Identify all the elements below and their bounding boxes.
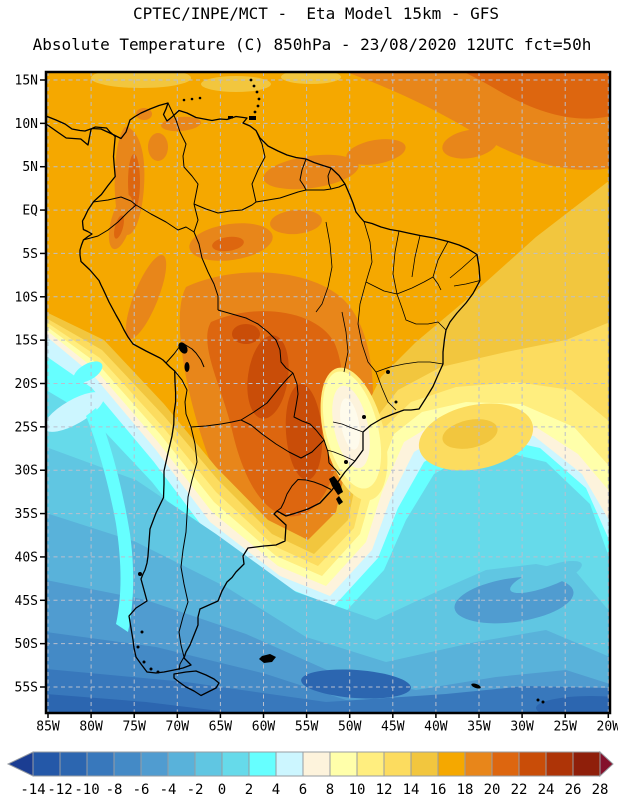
lon-label: 35W: [467, 720, 491, 735]
lat-label: 10S: [15, 290, 38, 305]
colorbar-cell: [329, 751, 358, 777]
temperature-colorbar: -14 -12 -10 -8 -6 -4 -2 0 2 4 6 8 10 12 14 16 18 20 22 24 26…: [6, 750, 614, 798]
colorbar-label: 4: [272, 782, 280, 798]
lon-label: 65W: [209, 720, 233, 735]
grid-lines: [46, 72, 610, 713]
lat-label: 25S: [15, 420, 38, 435]
lon-label: 40W: [424, 720, 448, 735]
lon-label: 80W: [79, 720, 103, 735]
colorbar-cell: [86, 751, 115, 777]
colorbar-left-arrow: [6, 751, 34, 777]
lat-label: 5N: [22, 160, 38, 175]
colorbar-label: 12: [376, 782, 393, 798]
map-panel: [44, 70, 612, 715]
colorbar-label: -12: [47, 782, 72, 798]
colorbar-cell: [518, 751, 547, 777]
colorbar-cell: [194, 751, 223, 777]
lat-label: 50S: [15, 637, 38, 652]
colorbar-right-arrow: [599, 750, 614, 778]
colorbar-cell: [437, 751, 466, 777]
lon-label: 55W: [295, 720, 319, 735]
colorbar-cell: [356, 751, 385, 777]
state-borders: [315, 221, 481, 462]
lon-label: 25W: [553, 720, 577, 735]
colorbar-cell: [248, 751, 277, 777]
colorbar-label: 24: [538, 782, 555, 798]
lat-label: 10N: [15, 117, 38, 132]
colorbar-cell: [32, 751, 61, 777]
country-borders: [82, 102, 346, 671]
lon-label: 50W: [338, 720, 362, 735]
lat-label: 30S: [15, 464, 38, 479]
colorbar-label: 6: [299, 782, 307, 798]
colorbar-label: 28: [592, 782, 609, 798]
colorbar-cell: [464, 751, 493, 777]
lat-label: 35S: [15, 507, 38, 522]
map-frame: [44, 70, 612, 715]
lon-label: 30W: [510, 720, 534, 735]
colorbar-label: 22: [511, 782, 528, 798]
colorbar-cell: [221, 751, 250, 777]
lon-label: 70W: [166, 720, 190, 735]
lat-label: 15N: [15, 74, 38, 89]
latitude-axis: 15N 10N 5N EQ 5S 10S 15S 20S 25S 30S 35S 40S 45S 50S 5…: [15, 74, 46, 695]
lon-label: 60W: [252, 720, 276, 735]
colorbar-label: 18: [457, 782, 474, 798]
colorbar-label: 10: [349, 782, 366, 798]
colorbar-label: -8: [106, 782, 123, 798]
colorbar-label: 2: [245, 782, 253, 798]
colorbar-label: 0: [218, 782, 226, 798]
colorbar-cell: [410, 751, 439, 777]
colorbar-label: -6: [133, 782, 150, 798]
colorbar-cell: [113, 751, 142, 777]
colorbar-label: -2: [187, 782, 204, 798]
colorbar-label: -10: [74, 782, 99, 798]
colorbar-label: 14: [403, 782, 420, 798]
colorbar-cell: [302, 751, 331, 777]
colorbar-label: 8: [326, 782, 334, 798]
lat-label: 15S: [15, 334, 38, 349]
colorbar-cell: [140, 751, 169, 777]
colorbar-label: 16: [430, 782, 447, 798]
title-line-2: Absolute Temperature (C) 850hPa - 23/08/…: [33, 35, 592, 54]
lat-label: 55S: [15, 680, 38, 695]
colorbar-cell: [275, 751, 304, 777]
colorbar-cell: [572, 751, 601, 777]
colorbar-label: -4: [160, 782, 177, 798]
colorbar-cell: [491, 751, 520, 777]
lon-label: 75W: [122, 720, 146, 735]
colorbar-label: -14: [20, 782, 45, 798]
lat-label: 5S: [22, 247, 38, 262]
lat-label: 40S: [15, 550, 38, 565]
colorbar-label: 20: [484, 782, 501, 798]
colorbar-cell: [59, 751, 88, 777]
lat-label: 20S: [15, 377, 38, 392]
lon-label: 45W: [381, 720, 405, 735]
colorbar-label: 26: [565, 782, 582, 798]
temperature-field: [46, 72, 610, 713]
lat-label: 45S: [15, 594, 38, 609]
colorbar-cell: [383, 751, 412, 777]
lon-label: 85W: [36, 720, 60, 735]
lon-label: 20W: [597, 720, 618, 735]
longitude-axis: 85W 80W 75W 70W 65W 60W 55W 50W 45W 40W 35W 30W 25W 2…: [36, 713, 618, 735]
lakes-and-islands: [136, 78, 545, 704]
colorbar-cell: [167, 751, 196, 777]
title-line-1: CPTEC/INPE/MCT - Eta Model 15km - GFS: [133, 4, 499, 23]
colorbar-cell: [545, 751, 574, 777]
coastlines: [46, 102, 481, 697]
lat-label: EQ: [22, 204, 38, 219]
